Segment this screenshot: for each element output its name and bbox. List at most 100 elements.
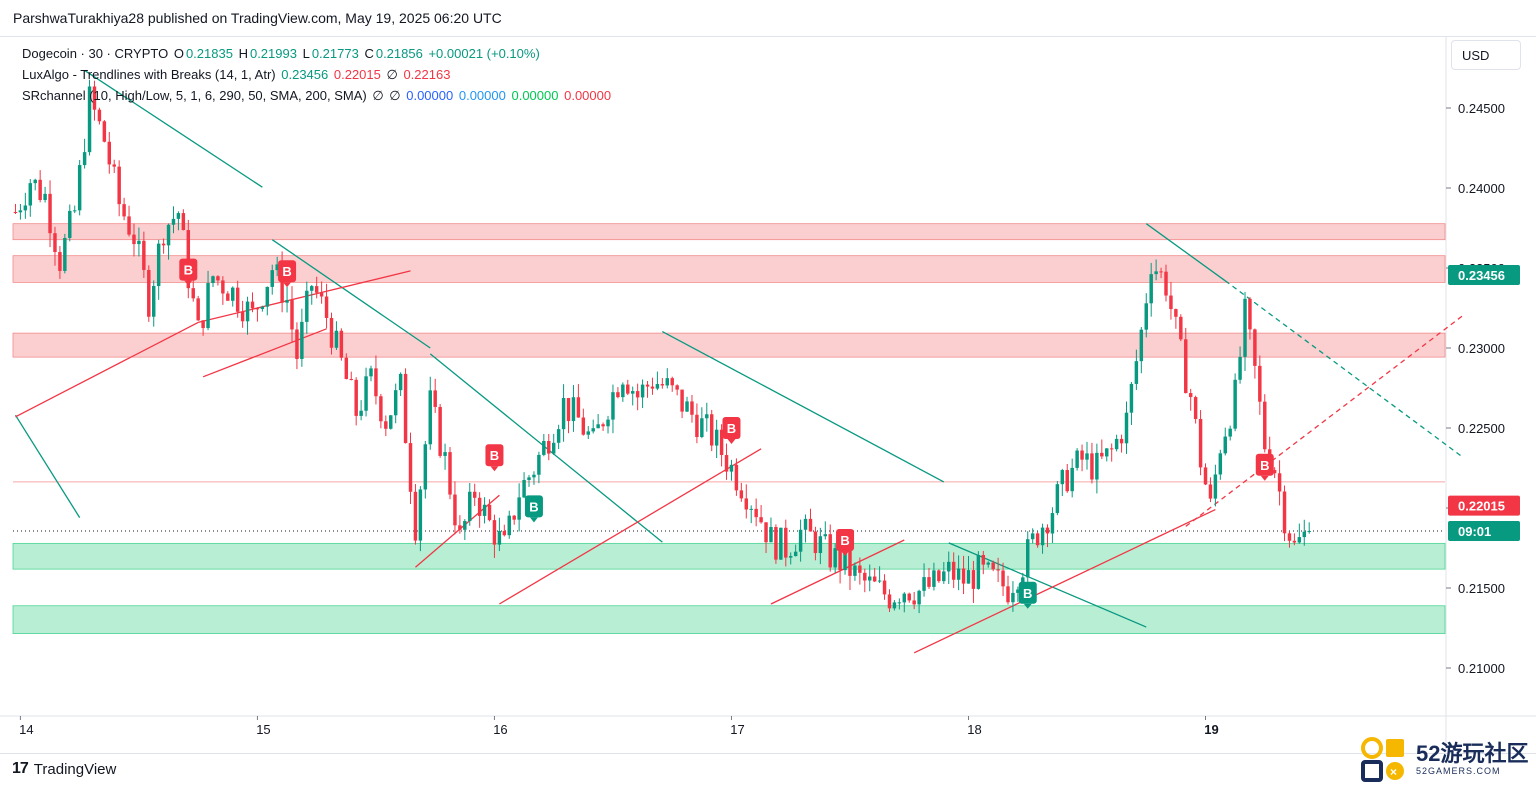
candle-body: [23, 205, 28, 211]
candle-body: [408, 443, 413, 492]
candle-body: [226, 293, 230, 301]
candle-body: [1233, 379, 1237, 429]
candle-body: [863, 572, 867, 581]
candle-body: [537, 454, 541, 475]
candle-body: [1114, 438, 1119, 450]
candle-body: [1011, 592, 1015, 603]
candle-body: [384, 421, 388, 429]
trendline-down: [662, 330, 945, 483]
candle-body: [937, 570, 941, 582]
candle-body: [927, 577, 931, 587]
candle-body: [1243, 298, 1247, 357]
candle-body: [147, 269, 151, 317]
candle-body: [127, 216, 131, 235]
candle-body: [97, 109, 102, 122]
candle-body: [947, 561, 951, 572]
legend-c-value: 0.21856: [375, 46, 423, 61]
candle-body: [117, 166, 121, 205]
currency-button[interactable]: USD: [1451, 40, 1521, 70]
candle-body: [1203, 467, 1208, 485]
candle-body: [1238, 356, 1242, 380]
candle-body: [310, 286, 314, 291]
candle-body: [1297, 537, 1302, 543]
candle-body: [1258, 365, 1262, 402]
candle-body: [798, 529, 803, 552]
candle-body: [951, 561, 956, 580]
price-axis-label: [1448, 521, 1520, 542]
legend-h-value: 0.21993: [249, 46, 297, 61]
candle-body: [922, 577, 926, 591]
price-axis[interactable]: 0.245000.240000.235000.230000.225000.220…: [1446, 101, 1520, 676]
time-tick-label: 16: [493, 722, 507, 737]
legend-srchannel[interactable]: SRchannel (10, High/Low, 5, 1, 6, 290, 5…: [22, 88, 613, 104]
candle-body: [764, 522, 768, 543]
time-tick-label: 15: [256, 722, 270, 737]
candle-body: [1307, 531, 1311, 533]
candle-body: [616, 392, 620, 398]
candle-body: [1035, 533, 1040, 546]
trendline-up: [202, 328, 327, 378]
candle-body: [453, 494, 457, 526]
candle-body: [714, 429, 719, 446]
candle-body: [705, 414, 709, 419]
legend-sr-v2: 0.00000: [458, 88, 506, 103]
candle-body: [433, 390, 437, 407]
candle-body: [734, 464, 739, 491]
candle-body: [191, 288, 195, 299]
candle-body: [1134, 361, 1139, 384]
candle-body: [1095, 452, 1099, 480]
candle-body: [1075, 450, 1079, 468]
candle-body: [33, 179, 37, 184]
candle-body: [1055, 484, 1060, 514]
candle-body: [685, 401, 689, 412]
break-label-badge: [1018, 581, 1037, 604]
candle-body: [759, 517, 763, 523]
legend-sr-name: SRchannel (10, High/Low, 5, 1, 6, 290, 5…: [22, 88, 367, 103]
legend-sr-v3: 0.00000: [511, 88, 559, 103]
candle-body: [13, 212, 18, 213]
candle-body: [374, 368, 378, 397]
break-label-pointer: [283, 282, 292, 288]
candle-body: [403, 373, 408, 444]
candle-body: [300, 321, 304, 359]
break-label-badge: [524, 495, 543, 518]
trendline-up: [1185, 315, 1463, 527]
candle-body: [152, 286, 156, 317]
time-tick-label: 17: [730, 722, 744, 737]
candle-body: [680, 389, 684, 412]
candle-body: [517, 497, 521, 520]
legend-symbol[interactable]: Dogecoin · 30 · CRYPTO O 0.21835 H 0.21993…: [22, 46, 542, 61]
legend-change: +0.00021 (+0.10%): [428, 46, 540, 61]
candle-body: [1144, 303, 1148, 330]
candle-body: [872, 576, 877, 582]
candle-body: [971, 570, 976, 589]
candle-body: [389, 415, 393, 429]
legend-luxalgo[interactable]: LuxAlgo - Trendlines with Breaks (14, 1,…: [22, 67, 452, 83]
break-label-text: B: [490, 448, 499, 463]
candle-body: [779, 527, 783, 560]
watermark-logo-icon: ×: [1361, 737, 1404, 782]
candle-body: [611, 392, 615, 420]
break-label-pointer: [1023, 603, 1032, 609]
candle-body: [161, 243, 166, 246]
price-axis-label-text: 09:01: [1458, 524, 1491, 539]
candle-body: [245, 301, 250, 322]
candle-body: [482, 504, 487, 516]
candle-body: [601, 424, 605, 427]
candle-body: [132, 234, 136, 245]
trendline-up: [198, 270, 411, 324]
candle-body: [196, 298, 200, 321]
watermark-subtext: 52GAMERS.COM: [1416, 766, 1501, 776]
candle-body: [1174, 309, 1178, 317]
candle-body: [240, 311, 245, 322]
candle-body: [1169, 295, 1173, 310]
candle-body: [853, 565, 857, 576]
candle-body: [848, 548, 852, 576]
candle-body: [522, 479, 526, 498]
candle-body: [176, 213, 181, 219]
candle-body: [942, 571, 946, 582]
tradingview-logo[interactable]: 17 TradingView: [12, 760, 116, 778]
time-axis[interactable]: 14 15 16 17 18 19: [19, 716, 1219, 737]
candle-body: [487, 504, 492, 521]
